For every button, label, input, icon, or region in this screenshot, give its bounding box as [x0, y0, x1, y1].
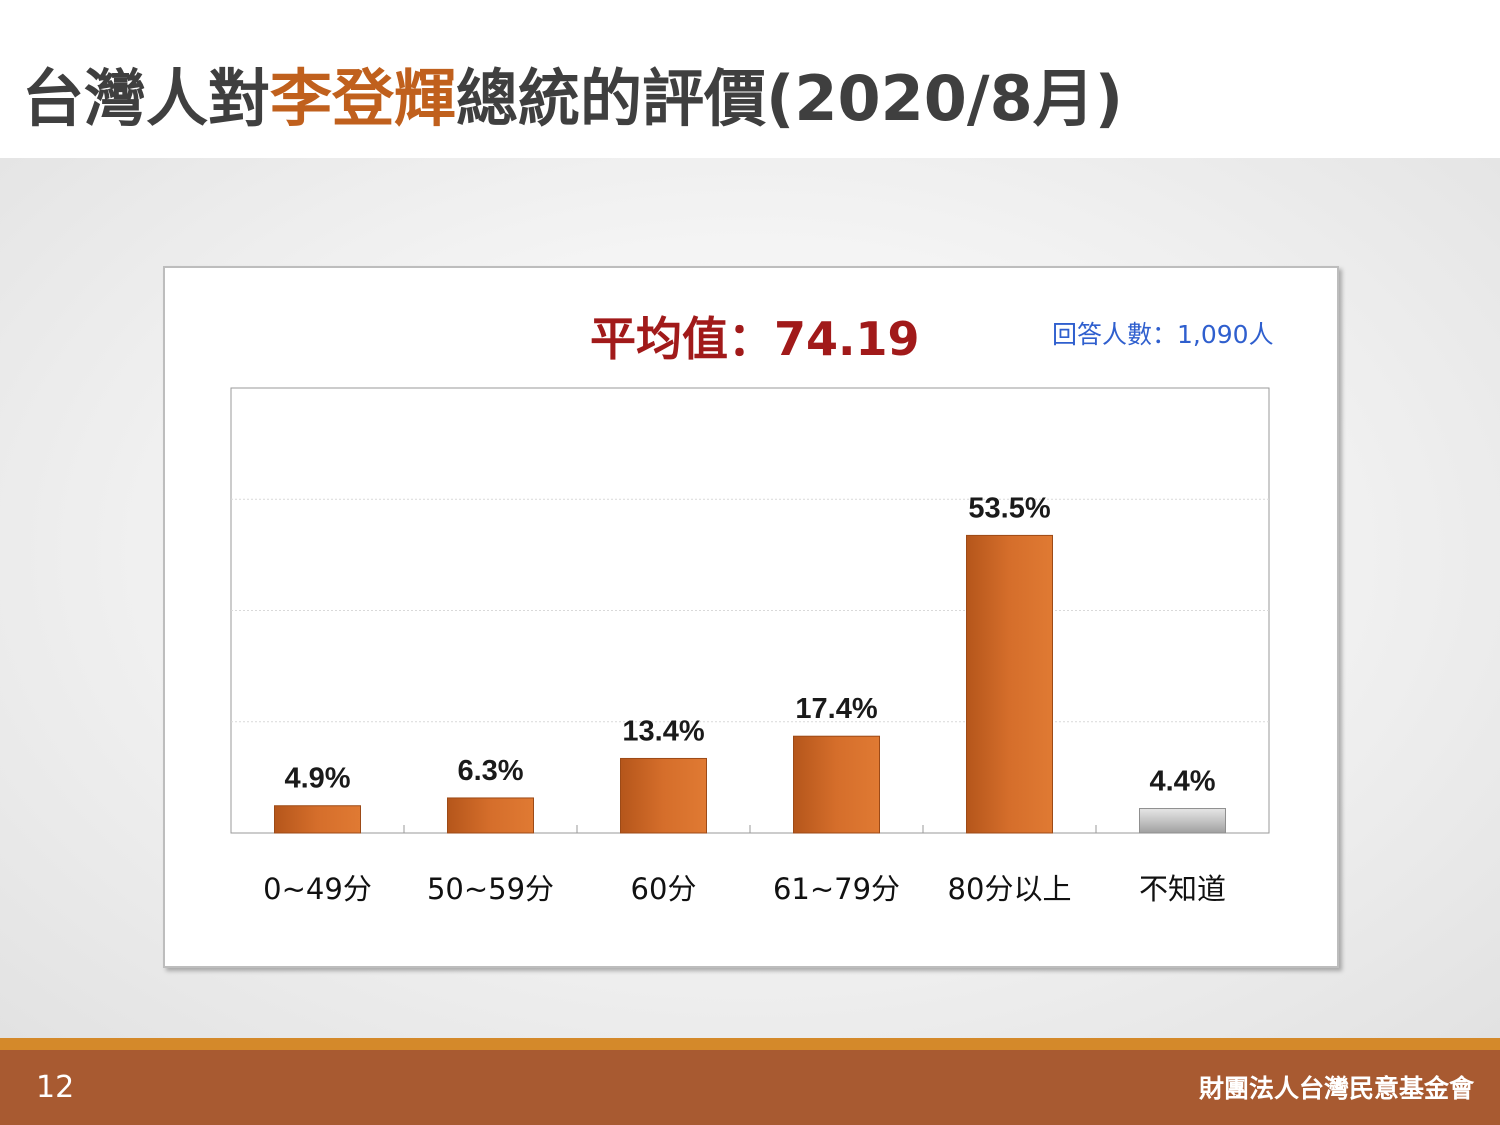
bar-5	[1139, 808, 1226, 834]
bar-0	[274, 805, 361, 834]
category-labels: 0~49分 50~59分 60分 61~79分 80分以上 不知道	[263, 872, 1226, 906]
value-labels: 4.9% 6.3% 13.4% 17.4% 53.5% 4.4%	[284, 492, 1215, 797]
bar-4	[966, 534, 1053, 834]
category-label-3: 61~79分	[773, 872, 900, 906]
value-label-1: 6.3%	[457, 755, 523, 787]
bar-3	[793, 735, 880, 834]
footer-stripe	[0, 1038, 1500, 1050]
category-label-1: 50~59分	[427, 872, 554, 906]
value-label-2: 13.4%	[622, 715, 704, 747]
category-label-2: 60分	[631, 872, 697, 906]
slide-title: 台灣人對李登輝總統的評價(2020/8月)	[22, 48, 1123, 138]
category-label-4: 80分以上	[948, 872, 1072, 906]
average-score: 平均值：74.19	[590, 312, 920, 366]
category-label-5: 不知道	[1139, 872, 1226, 906]
title-suffix: 總統的評價(2020/8月)	[456, 62, 1124, 135]
value-label-5: 4.4%	[1149, 766, 1215, 798]
footer-bar	[0, 1050, 1500, 1125]
plot-area	[230, 387, 1270, 834]
bar-1	[447, 797, 534, 834]
category-label-0: 0~49分	[263, 872, 372, 906]
value-label-4: 53.5%	[968, 492, 1050, 524]
organization-name: 財團法人台灣民意基金會	[1198, 1074, 1474, 1103]
bars	[274, 534, 1226, 834]
title-bar: 台灣人對李登輝總統的評價(2020/8月)	[0, 0, 1500, 158]
gridlines	[231, 498, 1269, 833]
title-highlight: 李登輝	[270, 62, 457, 135]
value-label-0: 4.9%	[284, 763, 350, 795]
title-prefix: 台灣人對	[22, 62, 271, 135]
bar-2	[620, 757, 707, 834]
respondent-count: 回答人數：1,090人	[1052, 320, 1274, 349]
value-label-3: 17.4%	[795, 693, 877, 725]
page-number: 12	[36, 1070, 75, 1105]
